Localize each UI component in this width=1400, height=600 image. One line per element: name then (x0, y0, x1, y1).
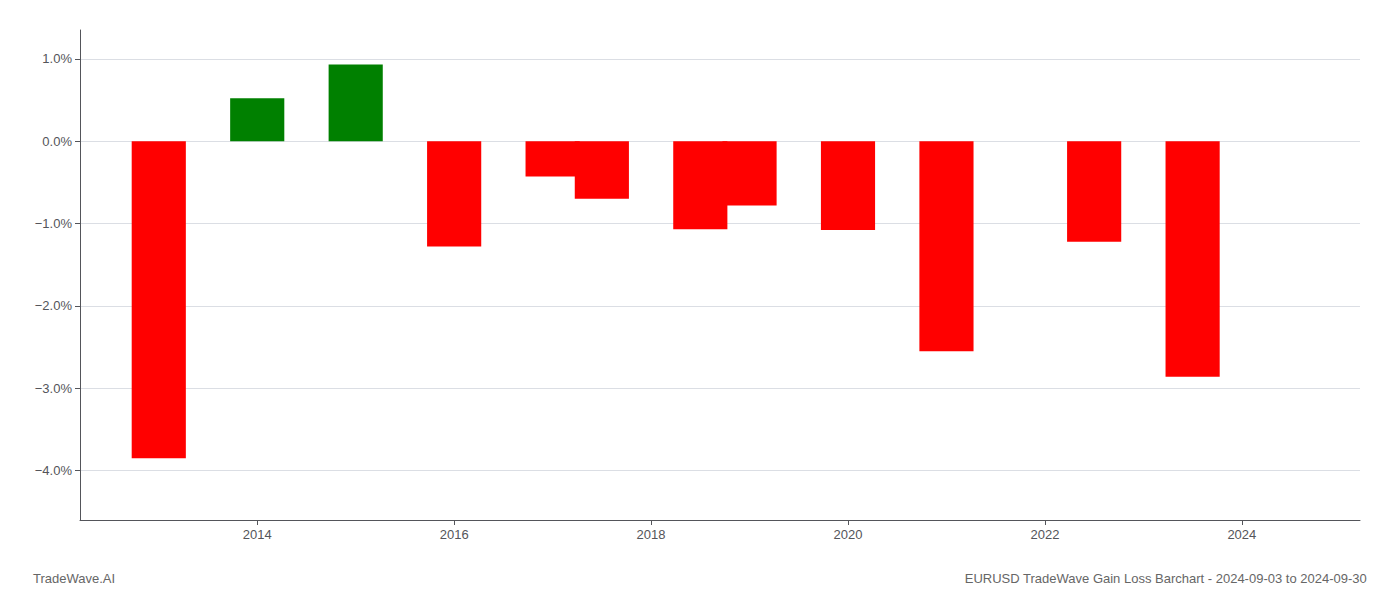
svg-text:EURUSD TradeWave Gain Loss Bar: EURUSD TradeWave Gain Loss Barchart - 20… (965, 571, 1367, 586)
svg-text:2014: 2014 (243, 527, 272, 542)
svg-text:1.0%: 1.0% (42, 51, 72, 66)
svg-text:0.0%: 0.0% (42, 134, 72, 149)
svg-text:2016: 2016 (440, 527, 469, 542)
svg-text:2020: 2020 (834, 527, 863, 542)
svg-text:TradeWave.AI: TradeWave.AI (33, 571, 115, 586)
svg-text:−2.0%: −2.0% (35, 298, 73, 313)
svg-text:2024: 2024 (1227, 527, 1256, 542)
svg-text:−4.0%: −4.0% (35, 463, 73, 478)
svg-text:−1.0%: −1.0% (35, 216, 73, 231)
svg-text:2018: 2018 (637, 527, 666, 542)
svg-text:2022: 2022 (1030, 527, 1059, 542)
svg-text:−3.0%: −3.0% (35, 381, 73, 396)
